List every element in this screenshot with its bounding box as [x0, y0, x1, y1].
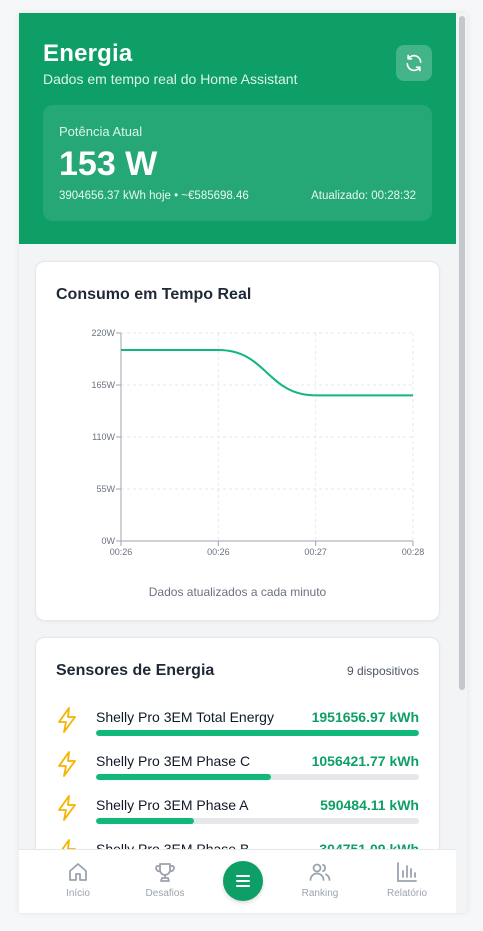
- energy-today: 3904656.37 kWh hoje • ~€585698.46: [59, 190, 249, 202]
- sensor-name: Shelly Pro 3EM Total Energy: [96, 709, 274, 725]
- chart-note: Dados atualizados a cada minuto: [148, 585, 327, 599]
- nav-report[interactable]: Relatório: [372, 860, 442, 899]
- chart-title: Consumo em Tempo Real: [56, 286, 252, 303]
- home-icon: [69, 863, 87, 881]
- sensor-progress-fill: [96, 818, 194, 824]
- y-tick-label: 55W: [96, 484, 115, 494]
- x-tick-label: 00:27: [304, 547, 327, 557]
- sensor-progress-fill: [96, 730, 419, 736]
- sensor-value: 1951656.97 kWh: [311, 709, 419, 725]
- bottom-navigation: Início Desafios Ranking Relatório: [19, 849, 467, 913]
- sensor-value: 1056421.77 kWh: [311, 753, 419, 769]
- lightning-icon: [58, 751, 76, 777]
- last-updated: Atualizado: 00:28:32: [311, 190, 416, 202]
- x-tick-label: 00:26: [110, 547, 133, 557]
- page-subtitle: Dados em tempo real do Home Assistant: [43, 71, 298, 87]
- menu-button[interactable]: [223, 861, 263, 901]
- scrollbar-thumb[interactable]: [459, 16, 465, 690]
- refresh-icon: [406, 54, 422, 72]
- current-power-card: Potência Atual 153 W 3904656.37 kWh hoje…: [43, 105, 432, 221]
- refresh-button[interactable]: [396, 45, 432, 81]
- sensor-value: 590484.11 kWh: [320, 797, 419, 813]
- y-tick-label: 110W: [92, 432, 115, 442]
- device-count: 9 dispositivos: [346, 664, 419, 678]
- nav-home-label: Início: [66, 888, 90, 899]
- nav-challenges-label: Desafios: [145, 888, 185, 899]
- lightning-icon: [58, 795, 76, 821]
- current-power-label: Potência Atual: [59, 124, 143, 139]
- sensors-title: Sensores de Energia: [56, 662, 215, 679]
- x-tick-label: 00:28: [402, 547, 425, 557]
- energy-header: Energia Dados em tempo real do Home Assi…: [19, 13, 456, 244]
- menu-icon: [236, 875, 250, 887]
- realtime-consumption-card: Consumo em Tempo Real 220W 165W 110W 55W 0W 0…: [35, 261, 440, 621]
- trophy-icon: [155, 863, 175, 882]
- y-tick-label: 220W: [91, 328, 115, 338]
- nav-ranking[interactable]: Ranking: [285, 860, 355, 899]
- current-power-value: 153 W: [59, 145, 158, 183]
- sensor-progress-bar: [96, 730, 419, 736]
- sensor-progress-bar: [96, 774, 419, 780]
- page-title: Energia: [43, 40, 133, 67]
- app-screen: Energia Dados em tempo real do Home Assi…: [19, 13, 467, 913]
- users-icon: [309, 863, 331, 881]
- y-tick-label: 0W: [102, 536, 116, 546]
- lightning-icon: [58, 707, 76, 733]
- sensor-name: Shelly Pro 3EM Phase C: [96, 753, 251, 769]
- sensor-row[interactable]: Shelly Pro 3EM Total Energy 1951656.97 k…: [56, 704, 421, 744]
- sensor-row[interactable]: Shelly Pro 3EM Phase C 1056421.77 kWh: [56, 748, 421, 788]
- series-line: [121, 349, 413, 397]
- nav-challenges[interactable]: Desafios: [130, 860, 200, 899]
- x-tick-label: 00:26: [207, 547, 230, 557]
- sensor-name: Shelly Pro 3EM Phase A: [96, 797, 249, 813]
- nav-home[interactable]: Início: [43, 860, 113, 899]
- y-tick-label: 165W: [91, 380, 115, 390]
- sensor-progress-fill: [96, 774, 271, 780]
- sensor-row[interactable]: Shelly Pro 3EM Phase A 590484.11 kWh: [56, 792, 421, 832]
- nav-report-label: Relatório: [386, 888, 428, 899]
- nav-ranking-label: Ranking: [301, 888, 339, 899]
- bar-chart-icon: [397, 862, 417, 882]
- sensor-progress-bar: [96, 818, 419, 824]
